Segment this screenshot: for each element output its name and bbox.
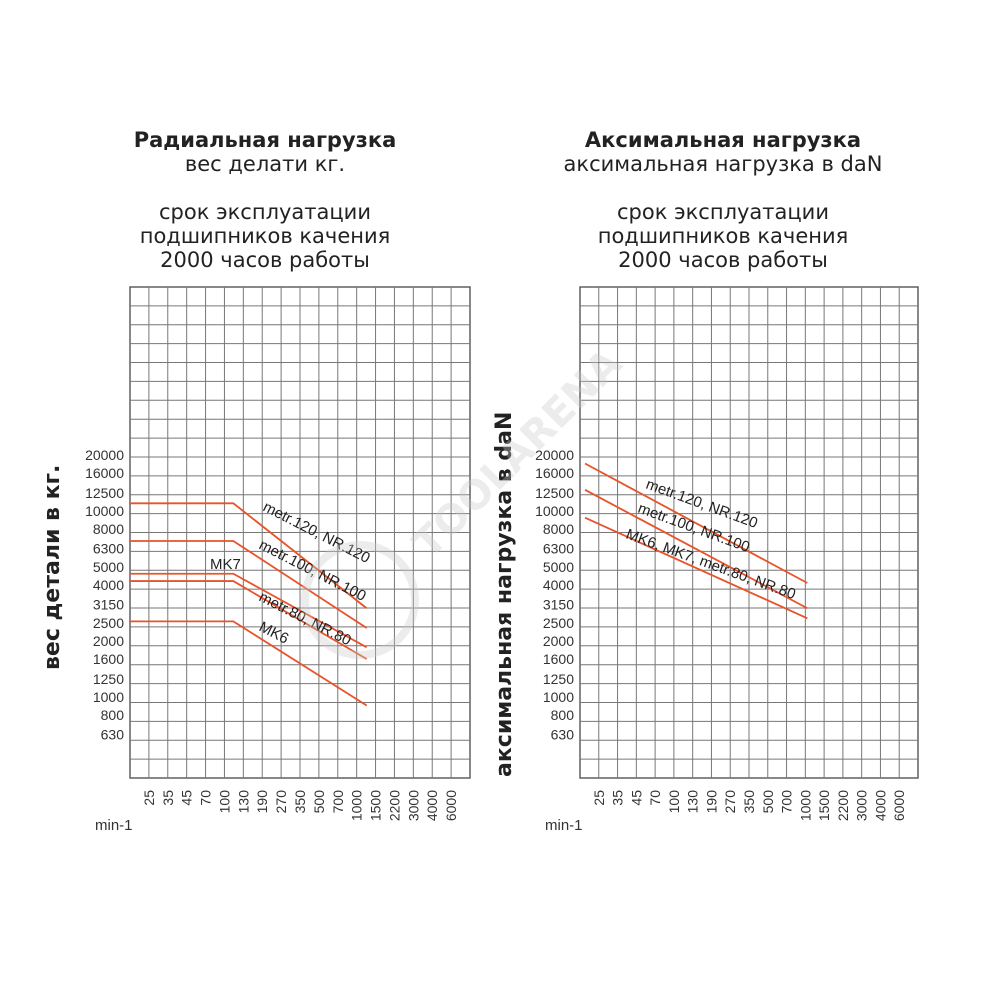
left-subtitle-5: 2000 часов работы <box>160 248 370 272</box>
y-tick-label: 1000 <box>543 689 574 705</box>
y-tick-label: 2500 <box>93 615 124 631</box>
x-tick-label: 6000 <box>891 790 907 821</box>
right-subtitle-3: срок эксплуатации <box>617 200 829 224</box>
series-line <box>130 572 368 649</box>
x-tick-label: 1000 <box>349 790 365 821</box>
left-chart-title: Радиальная нагрузка <box>133 128 397 152</box>
y-tick-label: 5000 <box>543 559 574 575</box>
y-tick-label: 10000 <box>535 503 574 519</box>
x-axis-label: min-1 <box>545 817 583 834</box>
x-tick-label: 130 <box>685 790 701 814</box>
x-tick-label: 350 <box>741 790 757 814</box>
x-tick-label: 1500 <box>816 790 832 821</box>
y-tick-label: 12500 <box>535 485 574 501</box>
y-tick-label: 2000 <box>93 633 124 649</box>
series-line <box>130 540 368 629</box>
x-tick-label: 45 <box>628 790 644 806</box>
y-tick-label: 1250 <box>93 671 124 687</box>
y-tick-label: 8000 <box>93 521 124 537</box>
x-tick-label: 70 <box>647 790 663 806</box>
y-tick-label: 800 <box>101 707 125 723</box>
x-tick-label: 25 <box>141 790 157 806</box>
y-tick-label: 630 <box>101 726 125 742</box>
series-line <box>584 516 808 620</box>
x-tick-label: 270 <box>722 790 738 814</box>
x-tick-label: 2200 <box>835 790 851 821</box>
y-tick-label: 6300 <box>543 540 574 556</box>
y-tick-label: 20000 <box>535 447 574 463</box>
x-tick-label: 500 <box>760 790 776 814</box>
y-tick-label: 1250 <box>543 671 574 687</box>
series-line <box>584 489 808 610</box>
y-tick-label: 16000 <box>535 465 574 481</box>
x-tick-label: 25 <box>591 790 607 806</box>
x-tick-label: 100 <box>666 790 682 814</box>
x-tick-label: 2200 <box>386 790 402 821</box>
y-tick-label: 20000 <box>85 447 124 463</box>
series-label: MK7 <box>210 556 241 573</box>
y-tick-label: 6300 <box>93 540 124 556</box>
series-line <box>130 580 368 660</box>
x-tick-label: 700 <box>779 790 795 814</box>
x-tick-label: 3000 <box>854 790 870 821</box>
x-tick-label: 1500 <box>368 790 384 821</box>
left-subtitle-3: срок эксплуатации <box>159 200 371 224</box>
y-tick-label: 3150 <box>543 596 574 612</box>
right-chart-title: Аксимальная нагрузка <box>584 128 862 152</box>
x-tick-label: 190 <box>254 790 270 814</box>
x-tick-label: 45 <box>179 790 195 806</box>
y-tick-label: 1000 <box>93 689 124 705</box>
x-tick-label: 100 <box>216 790 232 814</box>
y-tick-label: 630 <box>551 726 575 742</box>
left-subtitle-4: подшипников качения <box>139 224 391 248</box>
y-tick-label: 12500 <box>85 485 124 501</box>
right-subtitle-1: аксимальная нагрузка в daN <box>563 152 883 176</box>
watermark-logo <box>301 541 419 659</box>
x-tick-label: 4000 <box>424 790 440 821</box>
y-tick-label: 1600 <box>93 651 124 667</box>
x-tick-label: 4000 <box>872 790 888 821</box>
right-subtitle-5: 2000 часов работы <box>618 248 828 272</box>
series-line <box>130 620 368 707</box>
y-tick-label: 4000 <box>93 577 124 593</box>
y-tick-label: 2000 <box>543 633 574 649</box>
x-tick-label: 35 <box>610 790 626 806</box>
x-tick-label: 1000 <box>797 790 813 821</box>
y-tick-label: 1600 <box>543 651 574 667</box>
y-tick-label: 800 <box>551 707 575 723</box>
series-line <box>584 462 808 584</box>
x-tick-label: 3000 <box>405 790 421 821</box>
x-tick-label: 6000 <box>443 790 459 821</box>
y-tick-label: 8000 <box>543 521 574 537</box>
x-tick-label: 70 <box>198 790 214 806</box>
x-tick-label: 700 <box>330 790 346 814</box>
y-tick-label: 4000 <box>543 577 574 593</box>
x-tick-label: 35 <box>160 790 176 806</box>
chart-axial: 20000 16000 12500 10000 8000 6300 5000 4000 3150… <box>535 286 919 834</box>
left-subtitle-1: вес делати кг. <box>184 152 346 176</box>
series-line <box>130 502 368 609</box>
chart-radial: 20000 16000 12500 10000 8000 6300 5000 4000 3150… <box>85 286 471 834</box>
x-axis-label: min-1 <box>95 817 133 834</box>
x-tick-label: 500 <box>311 790 327 814</box>
x-tick-label: 130 <box>235 790 251 814</box>
y-tick-label: 3150 <box>93 596 124 612</box>
y-tick-label: 5000 <box>93 559 124 575</box>
x-tick-label: 190 <box>703 790 719 814</box>
y-tick-label: 16000 <box>85 465 124 481</box>
right-chart-title-block: Аксимальная нагрузка аксимальная нагрузк… <box>513 128 933 272</box>
right-subtitle-4: подшипников качения <box>597 224 849 248</box>
x-tick-label: 270 <box>273 790 289 814</box>
x-tick-label: 350 <box>292 790 308 814</box>
y-tick-label: 2500 <box>543 615 574 631</box>
left-chart-title-block: Радиальная нагрузка вес делати кг. срок … <box>55 128 475 272</box>
y-tick-label: 10000 <box>85 503 124 519</box>
